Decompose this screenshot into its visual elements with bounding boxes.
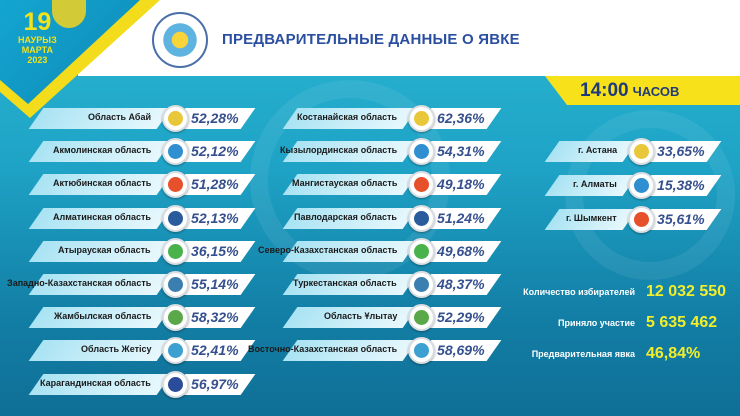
pavlodar-emblem-icon (408, 204, 435, 232)
atyrau-emblem-icon (162, 237, 189, 265)
region-name: Область Жетісу (80, 344, 152, 355)
region-label-bg: Акмолинская область (28, 141, 172, 163)
region-percent: 52,12% (191, 143, 239, 160)
region-percent: 58,32% (191, 309, 239, 326)
region-name: Жамбылская область (53, 311, 152, 322)
region-label-bg: г. Шымкент (544, 209, 638, 230)
region-name: Костанайская область (297, 112, 398, 122)
region-percent: 52,28% (191, 110, 239, 126)
region-percent: 52,41% (191, 342, 239, 359)
region-label-bg: Мангистауская область (282, 174, 418, 196)
region-label-bg: Туркестанская область (282, 274, 418, 295)
almaty-emblem-icon (628, 172, 655, 199)
stat-value: 46,84% (646, 345, 701, 362)
region-percent: 55,14% (191, 276, 239, 292)
zhetisu-emblem-icon (162, 337, 189, 365)
region-label-bg: Павлодарская область (282, 207, 418, 229)
region-percent: 56,97% (191, 375, 239, 392)
east-kz-emblem-icon (408, 337, 435, 365)
region-percent: 15,38% (657, 177, 705, 193)
region-label-bg: Область Ұлытау (282, 307, 418, 329)
election-date: 19 НАУРЫЗ МАРТА 2023 (18, 10, 57, 65)
stat-label: Предварительная явка (531, 349, 635, 359)
stat-value: 12 032 550 (646, 283, 727, 300)
region-name: Карагандинская область (40, 377, 152, 388)
region-percent: 52,13% (191, 209, 239, 226)
region-label-bg: г. Алматы (544, 175, 638, 196)
shymkent-logo-icon (628, 206, 655, 233)
region-label-bg: Жамбылская область (28, 307, 172, 329)
region-name: Павлодарская область (294, 211, 398, 222)
region-name: г. Астана (577, 145, 618, 155)
region-label-bg: Кызылординская область (279, 141, 418, 163)
region-name: Кызылординская область (279, 145, 398, 156)
region-percent: 51,24% (437, 209, 485, 226)
stat-label: Приняло участие (558, 318, 635, 328)
region-name: Акмолинская область (52, 145, 152, 156)
region-percent: 36,15% (191, 242, 239, 259)
zhambyl-emblem-icon (162, 304, 189, 332)
region-percent: 35,61% (657, 211, 705, 227)
ulytau-logo-icon (408, 304, 435, 332)
region-percent: 54,31% (437, 143, 485, 160)
region-name: Алматинская область (53, 211, 152, 222)
date-day: 19 (23, 8, 52, 36)
region-name: Мангистауская область (291, 178, 398, 189)
region-name: Туркестанская область (293, 278, 398, 288)
date-month-kz: НАУРЫЗ (18, 35, 57, 45)
time-banner (545, 76, 740, 105)
region-label-bg: Северо-Казахстанская область (258, 240, 418, 262)
region-name: Западно-Казахстанская область (6, 278, 152, 288)
region-percent: 33,65% (657, 143, 705, 159)
date-month-ru: МАРТА (21, 45, 54, 55)
region-label-bg: Западно-Казахстанская область (7, 274, 172, 295)
region-label-bg: Область Абай (28, 108, 172, 129)
region-label-bg: Восточно-Казахстанская область (248, 340, 418, 362)
almaty-region-emblem-icon (162, 204, 189, 232)
region-name: Северо-Казахстанская область (257, 244, 398, 255)
region-name: Актюбинская область (52, 178, 152, 189)
region-label-bg: Область Жетісу (28, 340, 172, 362)
kyzylorda-emblem-icon (408, 138, 435, 166)
stat-value: 5 635 462 (646, 314, 718, 331)
aktobe-logo-icon (162, 171, 189, 199)
abai-logo-icon (162, 105, 189, 132)
astana-emblem-icon (628, 138, 655, 165)
region-percent: 49,18% (437, 176, 485, 193)
page-title: ПРЕДВАРИТЕЛЬНЫЕ ДАННЫЕ О ЯВКЕ (222, 31, 520, 48)
region-name: Атырауская область (58, 244, 152, 255)
region-percent: 49,68% (437, 242, 485, 259)
stat-label: Количество избирателей (523, 287, 635, 297)
region-label-bg: г. Астана (544, 141, 638, 162)
time-unit: ЧАСОВ (632, 84, 680, 99)
region-name: г. Алматы (573, 179, 618, 189)
region-label-bg: Карагандинская область (28, 373, 172, 395)
flag-sun-icon (52, 0, 86, 28)
mangystau-emblem-icon (408, 171, 435, 199)
west-kz-emblem-icon (162, 271, 189, 298)
region-name: Область Ұлытау (323, 311, 398, 322)
north-kz-emblem-icon (408, 237, 435, 265)
region-name: Восточно-Казахстанская область (247, 344, 398, 355)
kostanay-emblem-icon (408, 105, 435, 132)
region-percent: 51,28% (191, 176, 239, 193)
region-label-bg: Атырауская область (28, 240, 172, 262)
region-label-bg: Актюбинская область (28, 174, 172, 196)
region-name: Область Абай (88, 112, 152, 122)
turkestan-emblem-icon (408, 271, 435, 298)
date-year: 2023 (27, 55, 48, 65)
cec-emblem-icon (152, 12, 208, 68)
karaganda-emblem-icon (162, 370, 189, 398)
akmola-logo-icon (162, 138, 189, 166)
region-label-bg: Костанайская область (282, 108, 418, 129)
region-label-bg: Алматинская область (28, 207, 172, 229)
region-percent: 62,36% (437, 110, 485, 126)
time-label: 14:00 ЧАСОВ (580, 80, 679, 102)
region-name: г. Шымкент (566, 213, 618, 223)
time-value: 14:00 (580, 80, 629, 101)
